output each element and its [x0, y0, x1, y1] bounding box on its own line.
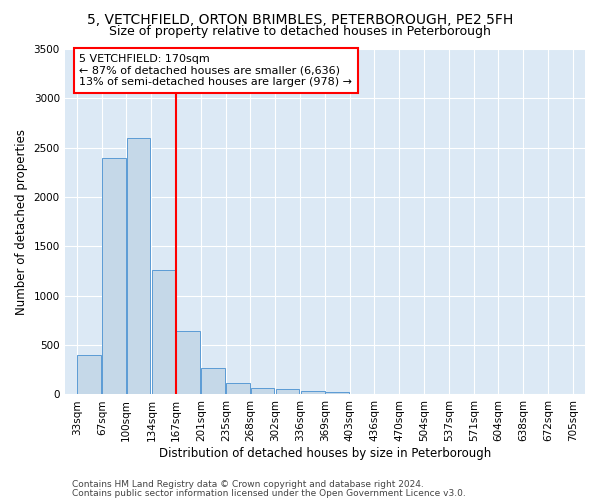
Bar [176, 332, 200, 394]
X-axis label: Distribution of detached houses by size in Peterborough: Distribution of detached houses by size … [159, 447, 491, 460]
Bar [102, 158, 126, 394]
Text: 5 VETCHFIELD: 170sqm
← 87% of detached houses are smaller (6,636)
13% of semi-de: 5 VETCHFIELD: 170sqm ← 87% of detached h… [79, 54, 352, 87]
Bar [275, 389, 299, 394]
Bar [152, 270, 176, 394]
Y-axis label: Number of detached properties: Number of detached properties [15, 128, 28, 314]
Text: Size of property relative to detached houses in Peterborough: Size of property relative to detached ho… [109, 25, 491, 38]
Bar [127, 138, 151, 394]
Bar [226, 383, 250, 394]
Bar [77, 355, 101, 395]
Bar [301, 391, 325, 394]
Text: Contains public sector information licensed under the Open Government Licence v3: Contains public sector information licen… [72, 488, 466, 498]
Bar [201, 368, 225, 394]
Bar [325, 392, 349, 394]
Text: Contains HM Land Registry data © Crown copyright and database right 2024.: Contains HM Land Registry data © Crown c… [72, 480, 424, 489]
Text: 5, VETCHFIELD, ORTON BRIMBLES, PETERBOROUGH, PE2 5FH: 5, VETCHFIELD, ORTON BRIMBLES, PETERBORO… [87, 12, 513, 26]
Bar [251, 388, 274, 394]
